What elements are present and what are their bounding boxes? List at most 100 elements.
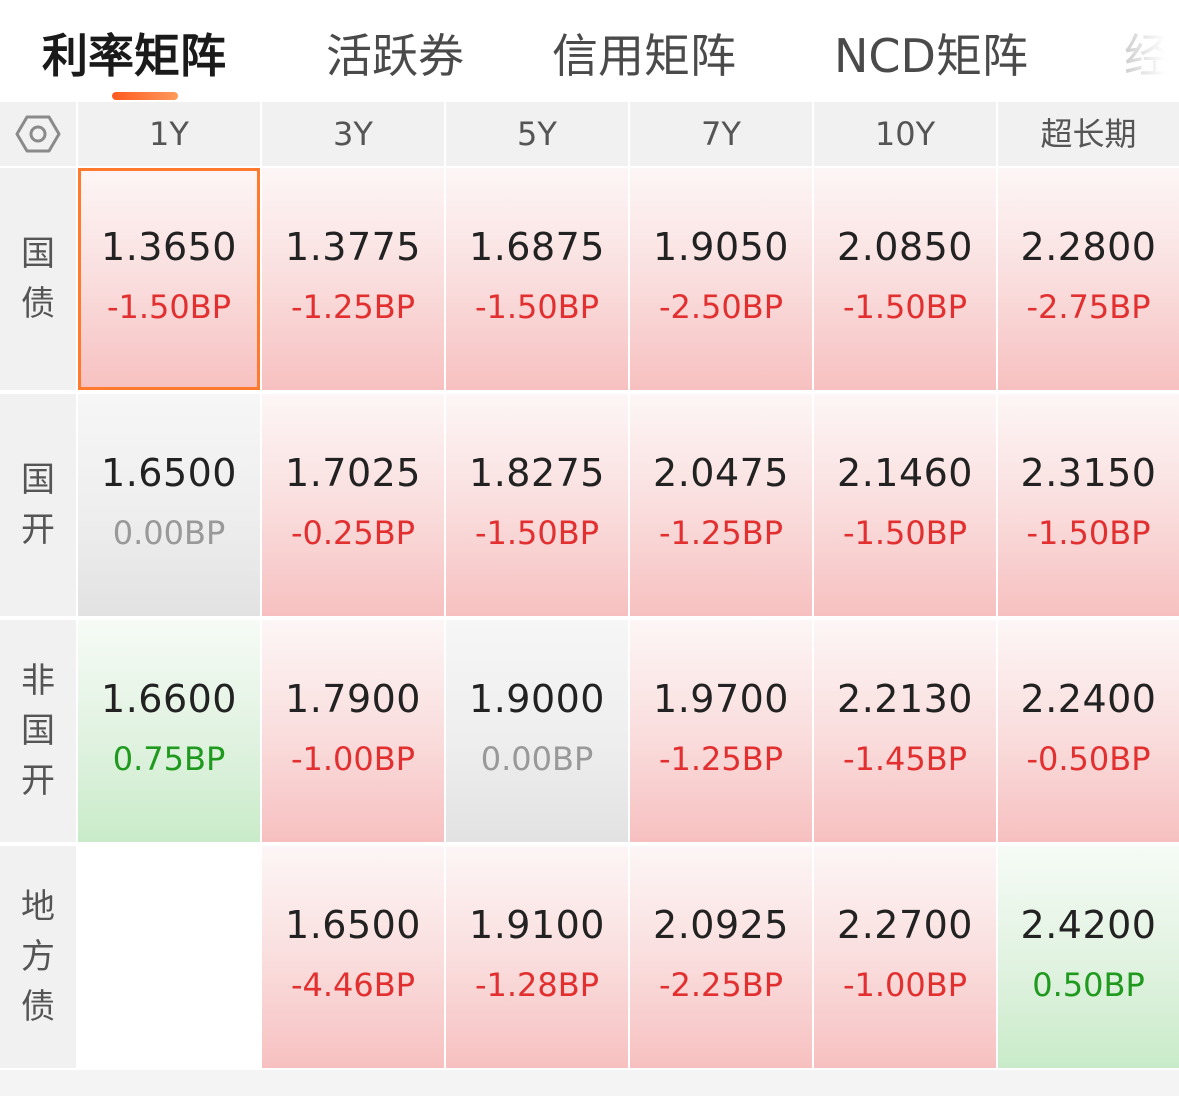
bottom-strip	[0, 1070, 1179, 1096]
matrix-cell[interactable]: 2.0475 -1.25BP	[630, 394, 812, 616]
matrix-cell[interactable]: 2.2800 -2.75BP	[998, 168, 1179, 390]
matrix-cell[interactable]: 1.8275 -1.50BP	[446, 394, 628, 616]
column-header-1y[interactable]: 1Y	[78, 102, 262, 166]
yield-change: -1.25BP	[658, 740, 784, 778]
tab-rate-matrix[interactable]: 利率矩阵	[42, 29, 226, 83]
yield-value: 2.2800	[1020, 225, 1157, 269]
yield-change: -1.45BP	[842, 740, 968, 778]
yield-value: 1.6875	[469, 225, 605, 269]
yield-change: -1.50BP	[842, 514, 968, 552]
yield-value: 2.0850	[837, 225, 973, 269]
yield-value: 1.6600	[101, 677, 237, 721]
row-label-treasury[interactable]: 国债	[0, 168, 76, 390]
yield-change: -1.25BP	[658, 514, 784, 552]
matrix-cell[interactable]: 1.6600 0.75BP	[78, 620, 260, 842]
yield-value: 1.3650	[101, 225, 237, 269]
yield-change: -2.25BP	[658, 966, 784, 1004]
matrix-cell[interactable]: 1.6875 -1.50BP	[446, 168, 628, 390]
yield-change: -2.50BP	[658, 288, 784, 326]
matrix-cell[interactable]: 2.1460 -1.50BP	[814, 394, 996, 616]
yield-value: 1.9050	[653, 225, 789, 269]
yield-change: -0.50BP	[1026, 740, 1151, 778]
yield-value: 1.3775	[285, 225, 421, 269]
column-header-7y[interactable]: 7Y	[630, 102, 814, 166]
column-header-label: 5Y	[517, 115, 557, 153]
yield-value: 2.3150	[1020, 451, 1157, 495]
matrix-cell[interactable]: 2.2130 -1.45BP	[814, 620, 996, 842]
yield-value: 2.1460	[837, 451, 973, 495]
yield-value: 1.6500	[101, 451, 237, 495]
matrix-cell[interactable]: 1.6500 -4.46BP	[262, 846, 444, 1068]
yield-value: 1.8275	[469, 451, 605, 495]
column-header-3y[interactable]: 3Y	[262, 102, 446, 166]
yield-value: 2.0925	[653, 903, 789, 947]
settings-button[interactable]	[0, 102, 78, 166]
matrix-cell[interactable]: 1.6500 0.00BP	[78, 394, 260, 616]
column-header-label: 7Y	[701, 115, 741, 153]
yield-value: 2.2130	[837, 677, 973, 721]
yield-value: 1.7900	[285, 677, 421, 721]
row-label-text: 非国开	[21, 661, 55, 801]
yield-change: -1.50BP	[474, 288, 600, 326]
yield-value: 2.0475	[653, 451, 789, 495]
yield-value: 2.2700	[837, 903, 973, 947]
row-label-text: 国开	[21, 460, 55, 550]
matrix-cell[interactable]: 1.9100 -1.28BP	[446, 846, 628, 1068]
tab-bar: 利率矩阵 活跃券 信用矩阵 NCD矩阵 经	[0, 0, 1179, 102]
yield-change: -1.25BP	[290, 288, 416, 326]
matrix-cell[interactable]: 1.7900 -1.00BP	[262, 620, 444, 842]
row-label-cdb[interactable]: 国开	[0, 394, 76, 616]
yield-change: 0.75BP	[112, 740, 226, 778]
yield-change: 0.00BP	[112, 514, 226, 552]
yield-value: 2.2400	[1020, 677, 1157, 721]
row-label-local-gov[interactable]: 地方债	[0, 846, 76, 1068]
matrix-cell[interactable]: 1.9000 0.00BP	[446, 620, 628, 842]
column-header-label: 1Y	[149, 115, 189, 153]
yield-value: 1.9100	[469, 903, 605, 947]
matrix-cell[interactable]	[78, 846, 260, 1068]
matrix-cell[interactable]: 2.2700 -1.00BP	[814, 846, 996, 1068]
yield-value: 2.4200	[1020, 903, 1157, 947]
column-header-label: 10Y	[874, 115, 936, 153]
column-header-10y[interactable]: 10Y	[814, 102, 998, 166]
hexagon-gear-icon	[15, 115, 61, 153]
yield-value: 1.9700	[653, 677, 789, 721]
matrix-cell[interactable]: 2.3150 -1.50BP	[998, 394, 1179, 616]
row-label-non-cdb[interactable]: 非国开	[0, 620, 76, 842]
matrix-cell[interactable]: 1.3775 -1.25BP	[262, 168, 444, 390]
tab-credit-matrix[interactable]: 信用矩阵	[552, 29, 736, 83]
row-label-text: 地方债	[21, 887, 55, 1027]
active-tab-indicator	[112, 92, 178, 100]
yield-value: 1.6500	[285, 903, 421, 947]
tab-ncd-matrix[interactable]: NCD矩阵	[834, 29, 1028, 83]
matrix-cell[interactable]: 1.7025 -0.25BP	[262, 394, 444, 616]
yield-change: -1.50BP	[106, 288, 232, 326]
yield-change: -1.00BP	[290, 740, 416, 778]
matrix-cell[interactable]: 1.3650 -1.50BP	[78, 168, 260, 390]
matrix-cell[interactable]: 2.0850 -1.50BP	[814, 168, 996, 390]
yield-change: -4.46BP	[290, 966, 416, 1004]
tab-active-bonds[interactable]: 活跃券	[326, 29, 464, 83]
column-header-5y[interactable]: 5Y	[446, 102, 630, 166]
matrix-cell[interactable]: 2.0925 -2.25BP	[630, 846, 812, 1068]
matrix-cell[interactable]: 1.9050 -2.50BP	[630, 168, 812, 390]
yield-value: 1.7025	[285, 451, 421, 495]
column-header-label: 3Y	[333, 115, 373, 153]
yield-change: -0.25BP	[290, 514, 416, 552]
column-header-ultra-long[interactable]: 超长期	[998, 102, 1179, 166]
yield-change: -1.50BP	[842, 288, 968, 326]
yield-change: -1.50BP	[474, 514, 600, 552]
yield-value: 1.9000	[469, 677, 605, 721]
yield-change: 0.00BP	[480, 740, 594, 778]
tab-fade-overlay	[1109, 0, 1179, 100]
yield-change: -1.28BP	[474, 966, 600, 1004]
matrix-cell[interactable]: 2.2400 -0.50BP	[998, 620, 1179, 842]
matrix-cell[interactable]: 2.4200 0.50BP	[998, 846, 1179, 1068]
yield-change: 0.50BP	[1032, 966, 1145, 1004]
yield-change: -2.75BP	[1026, 288, 1151, 326]
yield-change: -1.50BP	[1026, 514, 1151, 552]
yield-change: -1.00BP	[842, 966, 968, 1004]
column-header-label: 超长期	[1040, 115, 1137, 153]
matrix-cell[interactable]: 1.9700 -1.25BP	[630, 620, 812, 842]
